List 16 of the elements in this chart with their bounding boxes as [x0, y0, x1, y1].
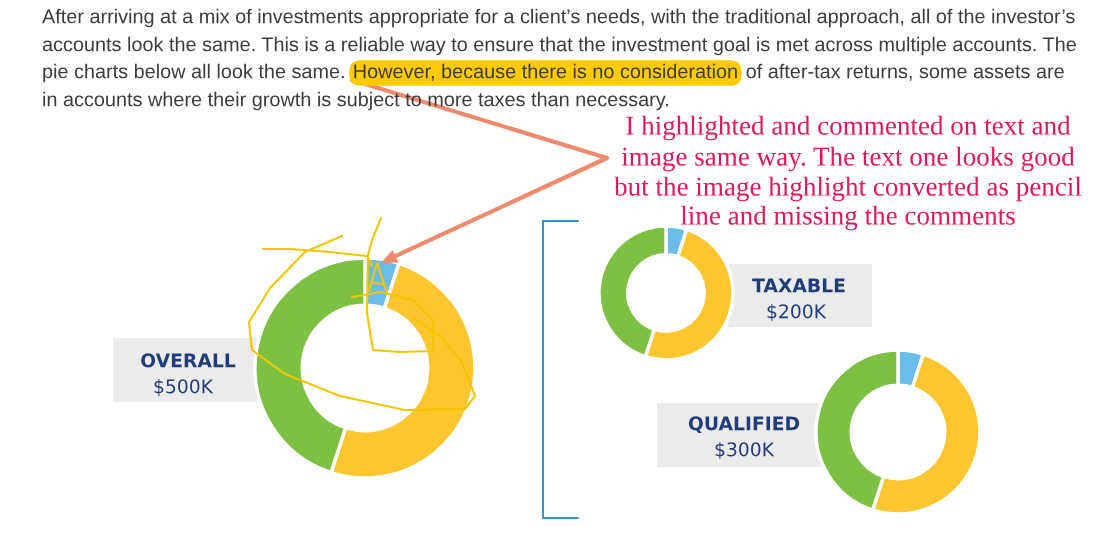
text: TAXABLE	[752, 278, 845, 293]
text: of after-tax returns, some assets are	[746, 63, 1064, 81]
text: in accounts where their growth is subject to more taxes than necessary.	[43, 91, 668, 111]
text: OVERALL	[141, 353, 236, 368]
text: image same way. The text one looks good	[621, 146, 1075, 172]
text: $300K	[715, 441, 775, 459]
text: $500K	[154, 378, 214, 396]
text: I highlighted and commented on text and	[626, 115, 1071, 141]
text: However, because there is no consideration	[354, 63, 737, 81]
text: line and missing the comments	[680, 205, 1015, 231]
text: but the image highlight converted as pencil	[614, 176, 1082, 202]
text: QUALIFIED	[688, 416, 800, 433]
text: accounts look the same. This is a reliable way to ensure that the investment goal is met across multiple accounts. The	[42, 36, 1076, 56]
text: pie charts below all look the same.	[43, 63, 344, 83]
text: $200K	[767, 303, 827, 321]
text: After arriving at a mix of investments appropriate for a client’s needs, with the traditional approach, all of the investor’s	[42, 8, 1075, 28]
